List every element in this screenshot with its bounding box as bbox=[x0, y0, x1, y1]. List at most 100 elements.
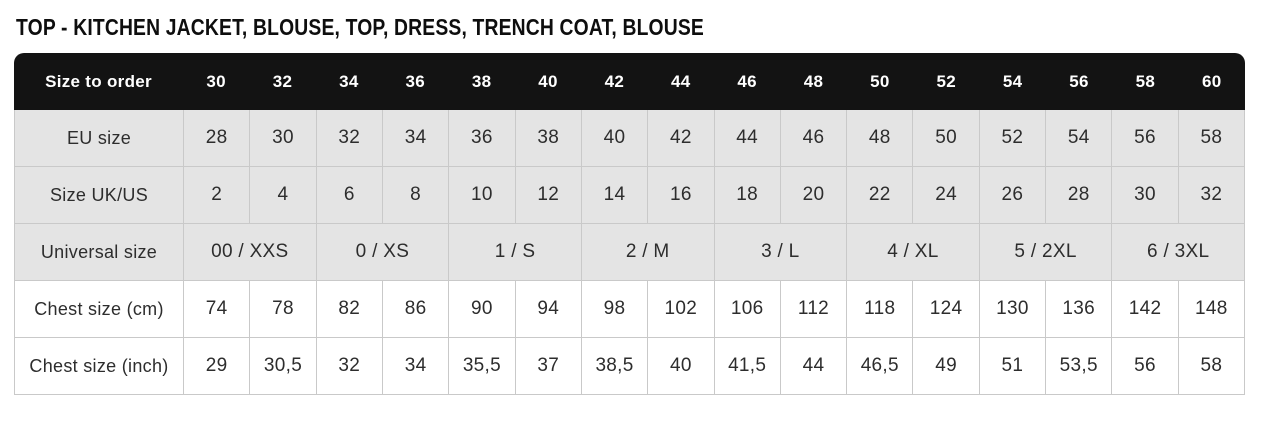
size-cell: 3 / L bbox=[714, 224, 848, 281]
size-cell: 94 bbox=[515, 281, 582, 338]
header-size-cell: 52 bbox=[936, 71, 957, 91]
header-size-cell: 38 bbox=[471, 71, 492, 91]
size-cell: 53,5 bbox=[1046, 338, 1113, 395]
size-cell: 42 bbox=[648, 110, 715, 167]
size-cell: 20 bbox=[780, 167, 848, 224]
header-size-cell: 46 bbox=[737, 71, 757, 91]
size-cell: 00 / XXS bbox=[184, 224, 317, 281]
size-cell: 102 bbox=[648, 281, 715, 338]
size-cell: 36 bbox=[449, 110, 516, 167]
size-chart-table: Size to order 30 32 34 36 38 40 42 44 46 48 50 52 54… bbox=[14, 53, 1245, 395]
size-cell: 18 bbox=[714, 167, 781, 224]
size-cell: 148 bbox=[1178, 281, 1245, 338]
header-size-cell: 32 bbox=[272, 71, 293, 91]
size-cell: 4 / XL bbox=[847, 224, 980, 281]
size-cell: 82 bbox=[316, 281, 383, 338]
size-cell: 35,5 bbox=[449, 338, 516, 395]
row-label: Chest size (inch) bbox=[15, 338, 184, 395]
size-cell: 136 bbox=[1046, 281, 1113, 338]
size-cell: 38,5 bbox=[581, 338, 649, 395]
row-label: Universal size bbox=[15, 224, 184, 281]
size-cell: 54 bbox=[1046, 110, 1113, 167]
row-label: Size UK/US bbox=[15, 167, 184, 224]
table-row: Chest size (cm) 74 78 82 86 90 94 98 102 106 112 11… bbox=[15, 281, 1245, 338]
size-cell: 52 bbox=[979, 110, 1047, 167]
size-cell: 14 bbox=[581, 167, 649, 224]
size-cell: 112 bbox=[780, 281, 848, 338]
table-row: EU size 28 30 32 34 36 38 40 42 44 46 48 50 52 54 56 58 bbox=[15, 110, 1245, 167]
header-size-cell: 54 bbox=[1002, 71, 1023, 91]
size-cell: 74 bbox=[184, 281, 251, 338]
header-size-cell: 58 bbox=[1135, 71, 1156, 91]
size-cell: 40 bbox=[648, 338, 715, 395]
size-cell: 2 / M bbox=[581, 224, 715, 281]
row-label: Chest size (cm) bbox=[15, 281, 184, 338]
size-cell: 56 bbox=[1112, 110, 1179, 167]
size-cell: 142 bbox=[1112, 281, 1179, 338]
size-cell: 124 bbox=[913, 281, 980, 338]
table-row: Chest size (inch) 29 30,5 32 34 35,5 37 38,5 40 4… bbox=[15, 338, 1245, 395]
size-cell: 32 bbox=[1178, 167, 1245, 224]
size-cell: 38 bbox=[515, 110, 582, 167]
size-cell: 2 bbox=[184, 167, 251, 224]
size-chart-header-row: Size to order 30 32 34 36 38 40 42 44 46 48 50 52 54… bbox=[14, 53, 1245, 110]
size-cell: 49 bbox=[913, 338, 980, 395]
header-size-cell: 48 bbox=[803, 71, 824, 91]
size-cell: 106 bbox=[714, 281, 781, 338]
size-cell: 10 bbox=[449, 167, 516, 224]
header-row-label: Size to order bbox=[45, 71, 152, 91]
size-cell: 40 bbox=[581, 110, 649, 167]
size-cell: 46 bbox=[780, 110, 848, 167]
size-cell: 0 / XS bbox=[316, 224, 450, 281]
size-cell: 1 / S bbox=[449, 224, 582, 281]
size-cell: 16 bbox=[648, 167, 715, 224]
size-cell: 44 bbox=[714, 110, 781, 167]
header-size-cell: 30 bbox=[206, 71, 226, 91]
size-cell: 28 bbox=[184, 110, 251, 167]
size-cell: 32 bbox=[316, 110, 383, 167]
table-row: Size UK/US 2 4 6 8 10 12 14 16 18 20 22 24 26 28 30 32 bbox=[15, 167, 1245, 224]
size-cell: 44 bbox=[780, 338, 848, 395]
size-cell: 51 bbox=[979, 338, 1047, 395]
row-label: EU size bbox=[15, 110, 184, 167]
header-size-cell: 42 bbox=[604, 71, 625, 91]
size-cell: 34 bbox=[382, 338, 450, 395]
size-cell: 90 bbox=[449, 281, 516, 338]
size-cell: 34 bbox=[382, 110, 450, 167]
size-cell: 12 bbox=[515, 167, 582, 224]
size-cell: 28 bbox=[1046, 167, 1113, 224]
size-cell: 32 bbox=[316, 338, 383, 395]
size-cell: 130 bbox=[979, 281, 1047, 338]
size-cell: 56 bbox=[1112, 338, 1179, 395]
size-cell: 24 bbox=[913, 167, 980, 224]
size-cell: 78 bbox=[250, 281, 317, 338]
size-cell: 37 bbox=[515, 338, 582, 395]
header-size-cell: 34 bbox=[339, 71, 359, 91]
header-size-cell: 60 bbox=[1202, 71, 1222, 91]
size-cell: 5 / 2XL bbox=[979, 224, 1113, 281]
size-cell: 50 bbox=[913, 110, 980, 167]
size-cell: 29 bbox=[184, 338, 251, 395]
page: TOP - KITCHEN JACKET, BLOUSE, TOP, DRESS… bbox=[14, 14, 1245, 395]
size-cell: 26 bbox=[979, 167, 1047, 224]
size-cell: 8 bbox=[382, 167, 450, 224]
size-cell: 58 bbox=[1178, 338, 1245, 395]
header-size-cell: 36 bbox=[405, 71, 426, 91]
size-cell: 48 bbox=[847, 110, 914, 167]
size-cell: 118 bbox=[847, 281, 914, 338]
size-cell: 30 bbox=[250, 110, 317, 167]
size-cell: 4 bbox=[250, 167, 317, 224]
size-cell: 30 bbox=[1112, 167, 1179, 224]
header-size-cell: 44 bbox=[671, 71, 691, 91]
size-chart-body: EU size 28 30 32 34 36 38 40 42 44 46 48 50 52 54 56 58 S… bbox=[14, 110, 1245, 395]
size-cell: 98 bbox=[581, 281, 649, 338]
size-cell: 22 bbox=[847, 167, 914, 224]
size-cell: 41,5 bbox=[714, 338, 781, 395]
size-cell: 58 bbox=[1178, 110, 1245, 167]
size-cell: 86 bbox=[382, 281, 450, 338]
header-size-cell: 40 bbox=[538, 71, 558, 91]
page-title: TOP - KITCHEN JACKET, BLOUSE, TOP, DRESS… bbox=[16, 14, 704, 40]
size-cell: 46,5 bbox=[847, 338, 914, 395]
size-cell: 6 / 3XL bbox=[1112, 224, 1245, 281]
